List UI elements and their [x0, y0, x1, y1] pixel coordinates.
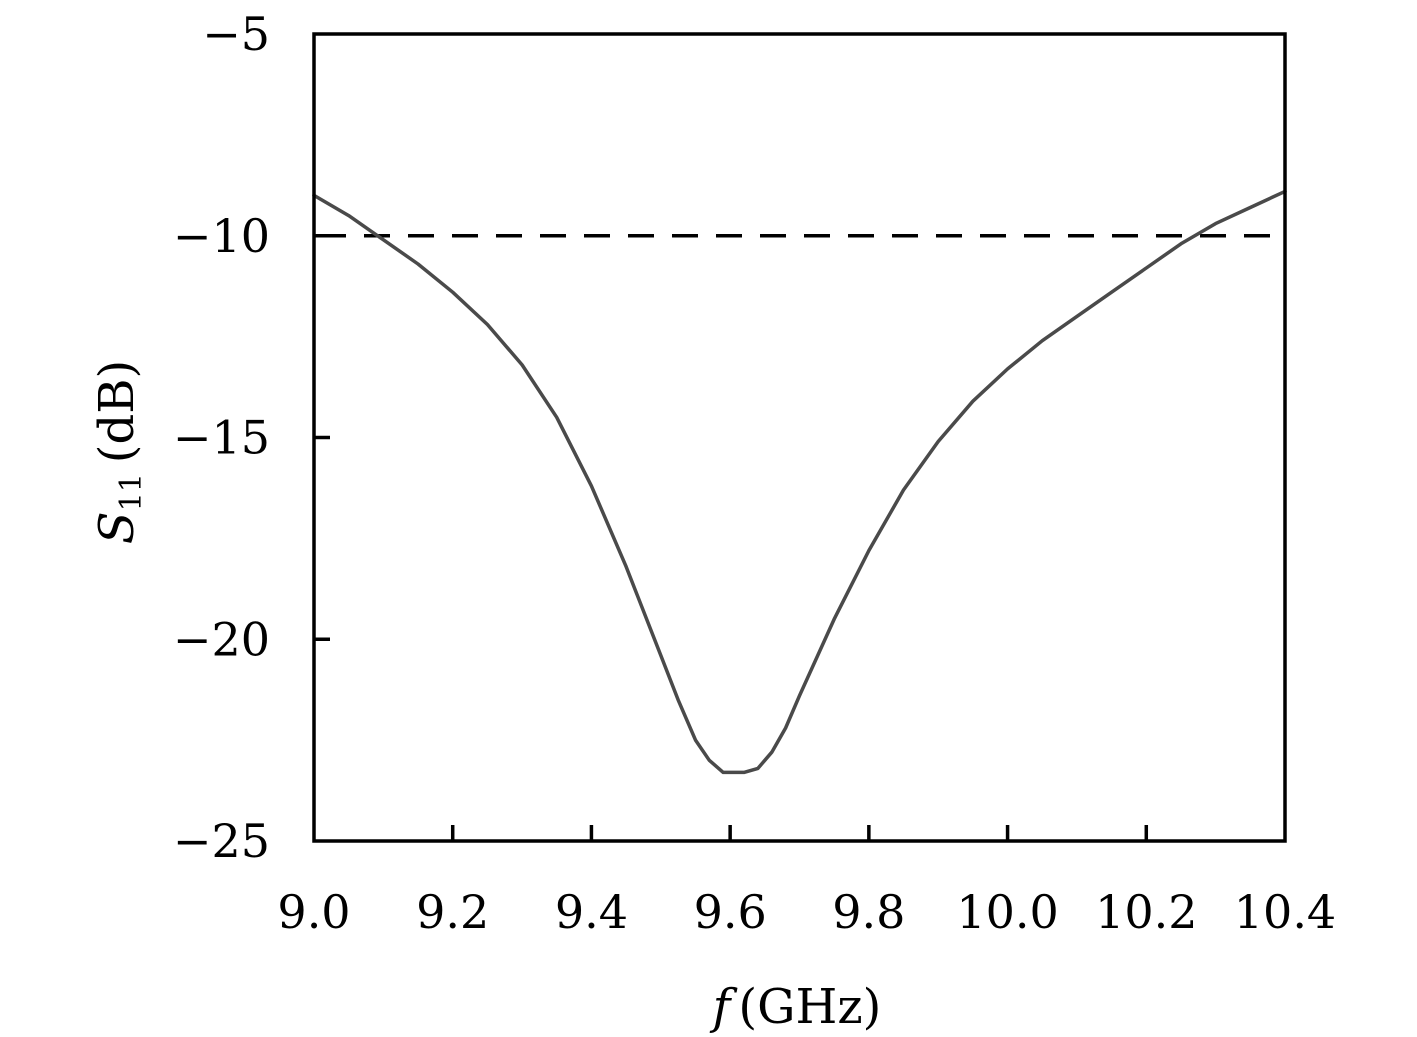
y-tick-label-4: −25: [173, 814, 270, 868]
y-tick-label-0: −5: [202, 7, 270, 61]
x-tick-label-3: 9.6: [694, 885, 767, 939]
plot-frame: [312, 32, 1287, 843]
x-tick-label-6: 10.2: [1095, 885, 1197, 939]
x-axis-title: f (GHz): [710, 979, 882, 1035]
series-line-0: [312, 189, 1287, 775]
x-tick-label-0: 9.0: [277, 885, 350, 939]
y-tick-label-1: −10: [173, 209, 270, 263]
y-tick-label-3: −20: [173, 612, 270, 666]
x-tick-label-1: 9.2: [416, 885, 489, 939]
y-tick-label-2: −15: [173, 411, 270, 465]
x-tick-label-7: 10.4: [1234, 885, 1336, 939]
marks-layer: 9.0 9.2 9.4 9.6 9.8 10.0 10.2 10.4 −5 −10 −15 −20 −2…: [173, 7, 1336, 939]
x-tick-label-2: 9.4: [555, 885, 628, 939]
x-tick-label-4: 9.8: [832, 885, 905, 939]
x-tick-label-5: 10.0: [956, 885, 1058, 939]
y-axis-title: S11(dB): [89, 360, 149, 545]
